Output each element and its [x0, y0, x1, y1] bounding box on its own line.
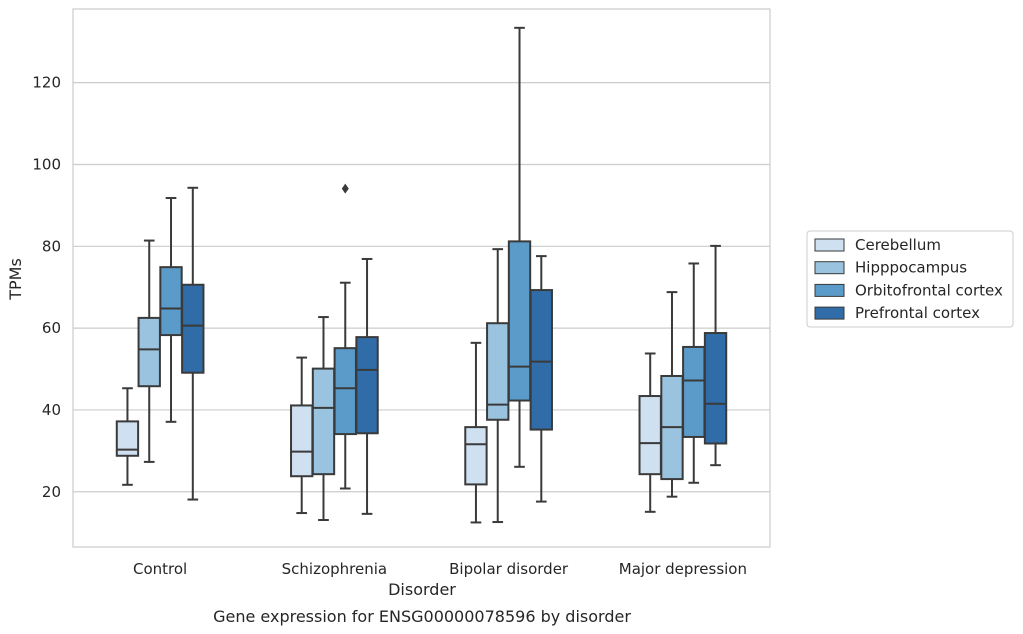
box-prefrontal-cortex [529, 255, 553, 503]
legend-swatch [814, 261, 845, 275]
legend-frame [806, 230, 1014, 328]
box-orbitofrontal-cortex [333, 183, 357, 490]
box-iqr [290, 404, 314, 478]
plot-frame [72, 8, 771, 548]
box-hipppocampus [137, 239, 161, 463]
box-iqr [181, 283, 205, 374]
legend-label: Hipppocampus [855, 259, 967, 277]
y-axis-title: TPMs [6, 258, 25, 301]
box-iqr [159, 266, 183, 337]
box-iqr [638, 395, 662, 476]
x-tick-label: Bipolar disorder [449, 560, 569, 578]
x-tick-labels: Control Schizophrenia Bipolar disorder Majo… [133, 560, 747, 578]
outlier-point [341, 183, 349, 194]
box-iqr [682, 345, 706, 438]
x-tick-label: Control [133, 560, 187, 578]
box-iqr [529, 289, 553, 431]
legend-swatch [814, 283, 845, 297]
legend: Cerebellum Hipppocampus Orbitofrontal cort… [806, 230, 1014, 328]
y-tick-label: 60 [42, 319, 61, 337]
legend-label: Prefrontal cortex [855, 304, 980, 322]
box-iqr [355, 336, 379, 435]
box-iqr [333, 347, 357, 436]
legend-swatch [814, 238, 845, 252]
box-iqr [137, 316, 161, 388]
box-prefrontal-cortex [703, 244, 728, 467]
legend-label: Orbitofrontal cortex [855, 281, 1003, 299]
y-tick-label: 20 [42, 483, 61, 501]
box-prefrontal-cortex [355, 257, 379, 515]
legend-swatch [814, 306, 845, 320]
box-orbitofrontal-cortex [507, 26, 532, 468]
x-axis-title: Disorder [388, 580, 456, 599]
y-tick-label: 40 [42, 401, 61, 419]
box-iqr [115, 420, 140, 457]
box-cerebellum [464, 341, 488, 524]
box-iqr [311, 367, 336, 476]
box-hipppocampus [311, 316, 336, 521]
box-prefrontal-cortex [181, 186, 205, 501]
y-tick-label: 120 [32, 74, 61, 92]
y-tick-label: 100 [32, 155, 61, 173]
box-cerebellum [115, 387, 140, 486]
box-groups [115, 26, 728, 524]
box-orbitofrontal-cortex [682, 262, 706, 484]
y-tick-label: 80 [42, 237, 61, 255]
x-tick-label: Schizophrenia [282, 560, 387, 578]
y-tick-labels: 20 40 60 80 100 120 [32, 74, 61, 501]
box-iqr [464, 426, 488, 486]
x-tick-label: Major depression [619, 560, 747, 578]
box-iqr [507, 240, 532, 402]
legend-label: Cerebellum [855, 236, 941, 254]
box-iqr [703, 332, 728, 445]
chart-caption: Gene expression for ENSG00000078596 by d… [213, 607, 631, 626]
